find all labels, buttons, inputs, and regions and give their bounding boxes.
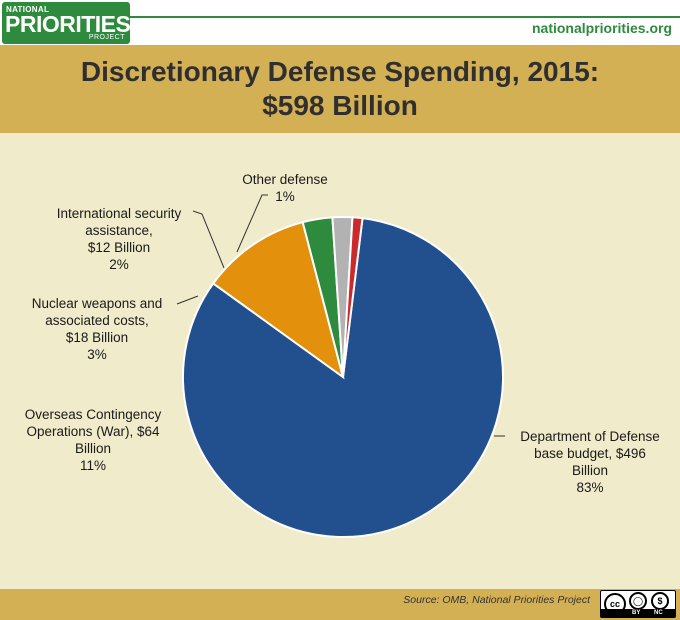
pie-slice-other bbox=[342, 216, 364, 378]
slice-label-nuclear-line: $18 Billion bbox=[66, 330, 128, 345]
header-rule bbox=[130, 16, 680, 18]
slice-label-intl-line: assistance, bbox=[85, 223, 153, 238]
header-bar: NATIONAL PRIORITIES PROJECT nationalprio… bbox=[0, 0, 680, 45]
slice-label-dod-line: base budget, $496 bbox=[534, 446, 646, 461]
license-bar bbox=[601, 609, 675, 617]
slice-label-oco-line: 11% bbox=[80, 458, 106, 473]
slice-label-other: Other defense 1% bbox=[242, 172, 328, 204]
national-priorities-logo[interactable]: NATIONAL PRIORITIES PROJECT bbox=[2, 2, 131, 44]
leader-line-other bbox=[236, 194, 268, 253]
title-band: Discretionary Defense Spending, 2015: $5… bbox=[0, 45, 680, 133]
slice-label-oco-line: Operations (War), $64 bbox=[26, 424, 160, 439]
slice-label-dod-line: Department of Defense bbox=[520, 429, 660, 444]
noncommercial-icon: $ bbox=[651, 592, 669, 610]
pie-slice-oco bbox=[211, 220, 345, 380]
slice-label-oco: Overseas Contingency Operations (War), $6… bbox=[25, 407, 162, 473]
logo-line-3: PROJECT bbox=[88, 34, 125, 41]
license-by-label: BY bbox=[632, 610, 641, 616]
slice-label-intl-line: 2% bbox=[109, 257, 129, 272]
slice-label-intl-line: International security bbox=[57, 206, 182, 221]
source-note: Source: OMB, National Priorities Project bbox=[403, 594, 590, 606]
slice-label-oco-line: Billion bbox=[75, 441, 111, 456]
site-url-link[interactable]: nationalpriorities.org bbox=[531, 20, 672, 36]
slice-label-dod: Department of Defense base budget, $496 Bi… bbox=[520, 429, 660, 495]
slice-label-other-line: 1% bbox=[275, 189, 295, 204]
label-leader-lines bbox=[176, 194, 505, 437]
slice-label-nuclear: Nuclear weapons and associated costs, $18 … bbox=[32, 296, 163, 362]
slice-label-oco-line: Overseas Contingency bbox=[25, 407, 162, 422]
chart-title-line-2: $598 Billion bbox=[262, 90, 418, 121]
leader-line-intl bbox=[192, 210, 225, 269]
footer-bar: Source: OMB, National Priorities Project… bbox=[0, 589, 680, 620]
slice-labels: Department of Defense base budget, $496 Bi… bbox=[25, 172, 660, 495]
slice-label-nuclear-line: Nuclear weapons and bbox=[32, 296, 163, 311]
logo-line-2: PRIORITIES bbox=[5, 11, 131, 37]
slice-label-intl: International security assistance, $12 Bil… bbox=[57, 206, 182, 272]
license-nc-label: NC bbox=[654, 610, 663, 616]
chart-panel: Department of Defense base budget, $496 Bi… bbox=[0, 133, 680, 589]
slice-label-nuclear-line: associated costs, bbox=[45, 313, 149, 328]
logo-line-1: NATIONAL bbox=[6, 5, 50, 14]
leader-line-nuclear bbox=[176, 295, 199, 305]
chart-title: Discretionary Defense Spending, 2015: $5… bbox=[0, 55, 680, 123]
slice-label-other-line: Other defense bbox=[242, 172, 328, 187]
slice-label-dod-line: 83% bbox=[576, 480, 603, 495]
slice-label-nuclear-line: 3% bbox=[87, 347, 107, 362]
slice-label-dod-line: Billion bbox=[572, 463, 608, 478]
pie-chart: Department of Defense base budget, $496 Bi… bbox=[25, 172, 660, 538]
pie-slices bbox=[182, 215, 504, 538]
chart-title-line-1: Discretionary Defense Spending, 2015: bbox=[80, 56, 600, 87]
creative-commons-badge[interactable]: cc ◯ $ BY NC bbox=[600, 590, 676, 618]
attribution-icon: ◯ bbox=[629, 592, 647, 610]
slice-label-intl-line: $12 Billion bbox=[88, 240, 150, 255]
